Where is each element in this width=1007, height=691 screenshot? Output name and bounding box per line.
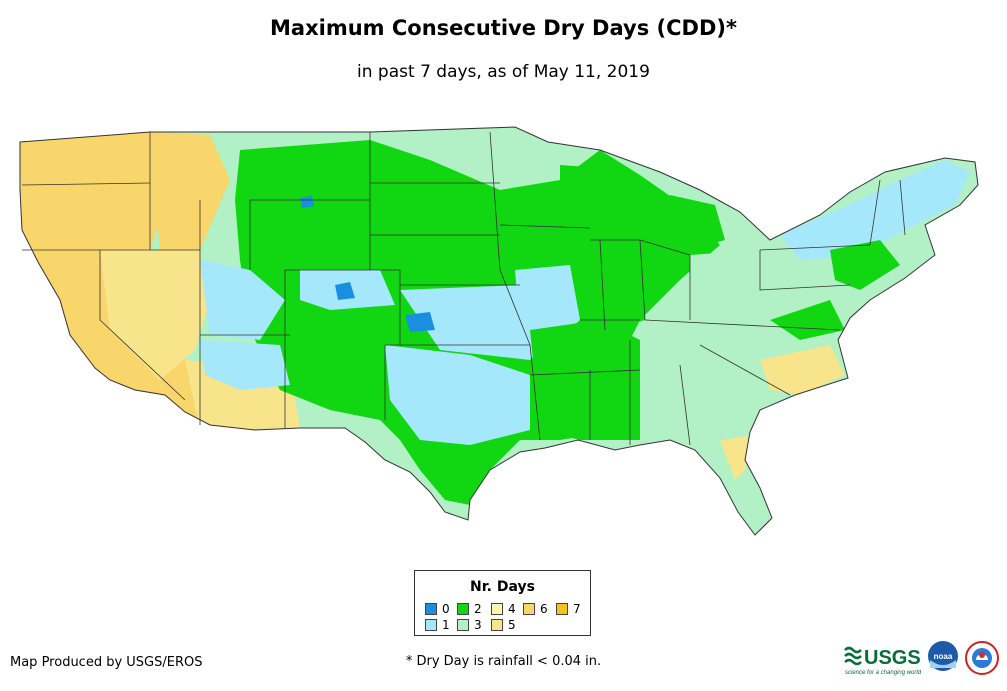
legend-title: Nr. Days bbox=[470, 579, 535, 595]
usgs-logo: USGS science for a changing world bbox=[844, 646, 922, 676]
cdd-region-florida bbox=[700, 430, 770, 535]
legend-swatch-0 bbox=[425, 603, 437, 615]
cdd-region-nevada-light bbox=[100, 250, 210, 380]
cdd-region-wyoming-0 bbox=[300, 196, 314, 208]
usgs-wave-mark bbox=[844, 646, 862, 666]
cdd-region-mississippi-2 bbox=[530, 320, 640, 440]
produced-by-credit: Map Produced by USGS/EROS bbox=[10, 655, 203, 670]
legend-swatch-3 bbox=[457, 619, 469, 631]
legend-swatch-2 bbox=[457, 603, 469, 615]
cdd-region-idaho bbox=[150, 132, 230, 250]
legend-label-1: 1 bbox=[442, 618, 450, 632]
cdd-region-virginia-2 bbox=[770, 300, 845, 340]
legend-label-4: 4 bbox=[508, 602, 516, 616]
us-outline bbox=[19, 126, 979, 536]
usgs-tagline: science for a changing world bbox=[845, 670, 922, 676]
cdd-region-kansas-0 bbox=[405, 312, 435, 332]
dry-day-footnote: * Dry Day is rainfall < 0.04 in. bbox=[405, 654, 602, 669]
map-subtitle: in past 7 days, as of May 11, 2019 bbox=[357, 62, 650, 82]
cdd-region-florida-5 bbox=[720, 436, 748, 480]
legend-label-0: 0 bbox=[442, 602, 450, 616]
legend-swatch-5 bbox=[491, 619, 503, 631]
agency-logos: USGS science for a changing world noaa bbox=[844, 641, 999, 676]
cdd-region-missouri-1 bbox=[515, 265, 580, 345]
cdd-region-illinois-2 bbox=[580, 240, 645, 330]
cdd-region-wisconsin-2 bbox=[560, 165, 650, 240]
legend-label-3: 3 bbox=[474, 618, 482, 632]
cdd-region-ne-green bbox=[830, 240, 900, 290]
legend-swatch-1 bbox=[425, 619, 437, 631]
cdd-region-texas-1 bbox=[385, 345, 530, 445]
legend-swatch-7 bbox=[556, 603, 568, 615]
us-cdd-map bbox=[19, 126, 979, 536]
cdd-region-az-1 bbox=[200, 340, 290, 390]
legend-label-6: 6 bbox=[540, 602, 548, 616]
cdd-region-utah-1 bbox=[200, 260, 285, 340]
cdd-region-ohio-3 bbox=[690, 250, 770, 310]
legend-label-7: 7 bbox=[573, 602, 581, 616]
cdd-region-michigan-2 bbox=[665, 195, 725, 250]
state-borders bbox=[21, 131, 906, 446]
cdd-region-southeast-3 bbox=[640, 350, 790, 430]
legend: Nr. Days 0 1 2 3 4 5 6 7 bbox=[414, 570, 591, 636]
noaa-wordmark: noaa bbox=[934, 652, 953, 661]
cdd-region-carolina-5 bbox=[760, 345, 845, 395]
usgs-wordmark: USGS bbox=[864, 647, 921, 669]
legend-label-2: 2 bbox=[474, 602, 482, 616]
cdd-region-colorado-0 bbox=[335, 282, 355, 300]
legend-swatch-6 bbox=[523, 603, 535, 615]
map-title: Maximum Consecutive Dry Days (CDD)* bbox=[270, 16, 737, 40]
legend-label-5: 5 bbox=[508, 618, 516, 632]
noaa-logo: noaa bbox=[928, 641, 958, 671]
nws-logo bbox=[965, 641, 999, 675]
legend-swatch-4 bbox=[491, 603, 503, 615]
